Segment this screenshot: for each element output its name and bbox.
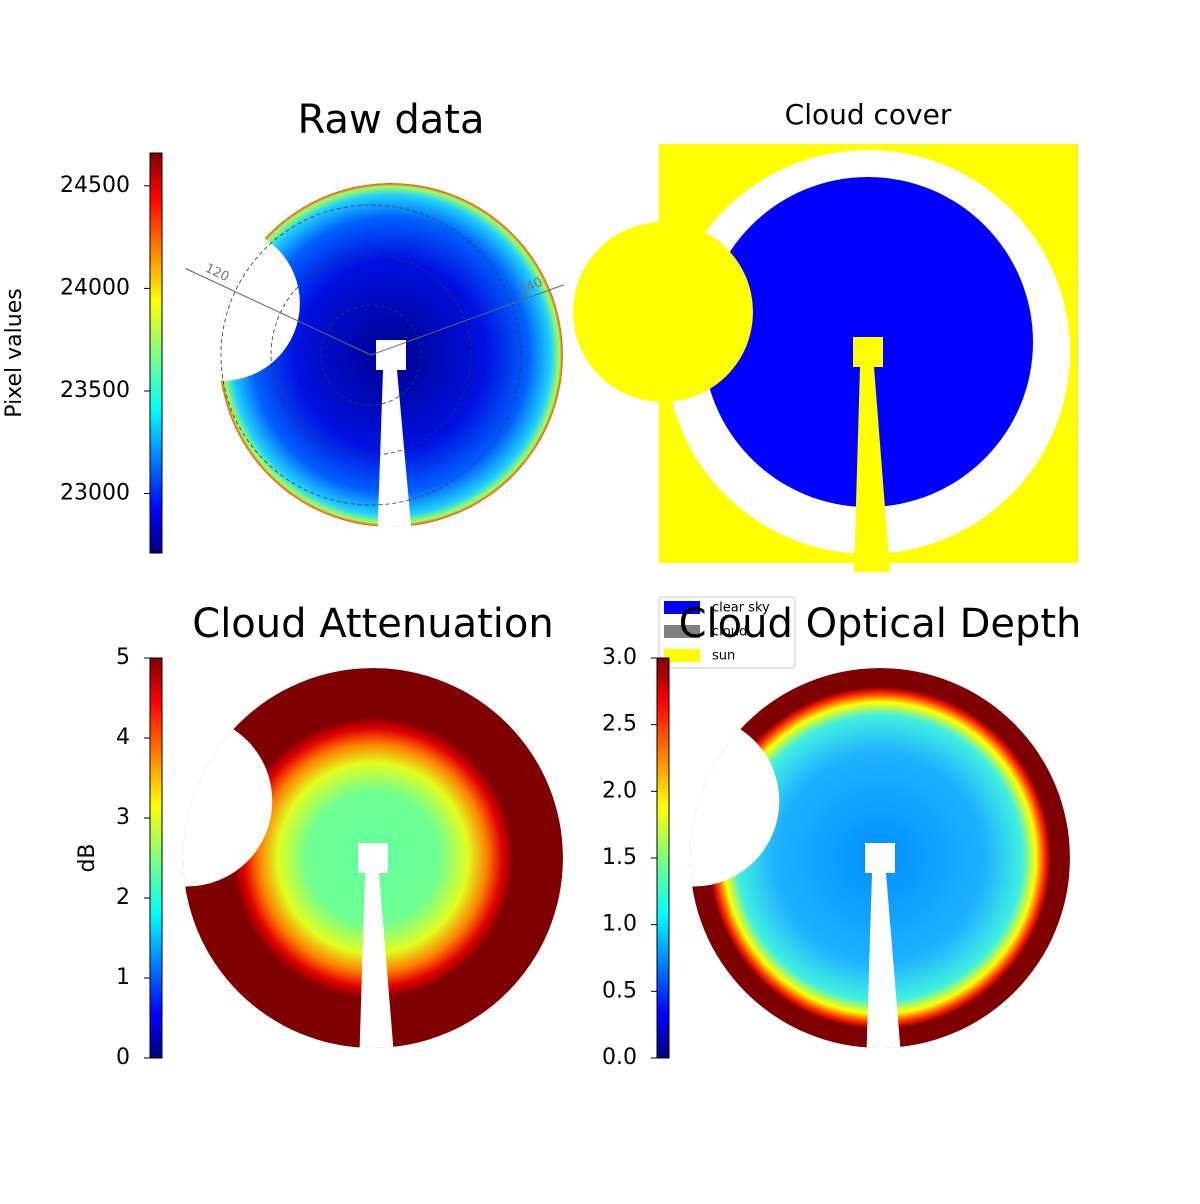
sky-image bbox=[185, 183, 563, 527]
y-tick-label: 23500 bbox=[60, 378, 130, 403]
y-tick-label: 2.0 bbox=[602, 778, 637, 803]
y-tick-label: 4 bbox=[116, 725, 130, 750]
y-tick-label: 1 bbox=[116, 965, 130, 990]
y-tick-label: 3.0 bbox=[602, 645, 637, 670]
legend-label: clear sky bbox=[712, 601, 770, 616]
panel-title: Raw data bbox=[298, 97, 485, 143]
legend-swatch bbox=[664, 625, 700, 638]
y-tick-label: 3 bbox=[116, 805, 130, 830]
sky-image bbox=[690, 668, 1070, 1048]
panel: 0.0 0.5 1.0 1.5 2.0 2.5 3.0 bbox=[602, 645, 1070, 1070]
panel-title: Cloud cover bbox=[785, 98, 952, 131]
legend-swatch bbox=[664, 601, 700, 614]
notch bbox=[219, 226, 300, 381]
panel: 0 1 2 3 4 5 dB bbox=[75, 645, 563, 1070]
colorbar-label: Pixel values bbox=[2, 288, 27, 417]
legend-label: sun bbox=[712, 649, 735, 664]
notch bbox=[573, 222, 753, 402]
panel-title: Cloud Attenuation bbox=[192, 601, 553, 647]
y-tick-label: 0.5 bbox=[602, 978, 637, 1003]
post-arm bbox=[854, 367, 890, 572]
legend-label: cloud bbox=[712, 625, 747, 640]
polar-grid bbox=[320, 304, 422, 406]
y-tick-label: 2.5 bbox=[602, 712, 637, 737]
polar-spoke bbox=[184, 267, 372, 356]
y-tick-label: 5 bbox=[116, 645, 130, 670]
y-tick-label: 23000 bbox=[60, 481, 130, 506]
post-head bbox=[376, 340, 406, 370]
y-tick-label: 0.0 bbox=[602, 1045, 637, 1070]
y-tick-label: 2 bbox=[116, 885, 130, 910]
y-tick-label: 1.0 bbox=[602, 912, 637, 937]
sky-image bbox=[183, 668, 563, 1048]
colorbar bbox=[656, 657, 670, 1059]
colorbar bbox=[149, 657, 163, 1059]
polar-spoke bbox=[370, 284, 564, 356]
y-tick-label: 1.5 bbox=[602, 845, 637, 870]
cut bbox=[185, 321, 219, 373]
panel: clear sky cloud sun bbox=[573, 144, 1078, 669]
post-arm bbox=[377, 370, 413, 527]
post-arm bbox=[359, 873, 395, 1048]
y-tick-label: 24500 bbox=[60, 173, 130, 198]
panel-title: Cloud Optical Depth bbox=[679, 601, 1082, 647]
polar-label: 120 bbox=[203, 261, 232, 285]
polar-grid bbox=[270, 254, 472, 456]
y-tick-label: 24000 bbox=[60, 275, 130, 300]
post-head bbox=[358, 843, 388, 873]
polar-grid bbox=[220, 204, 522, 506]
post-head bbox=[865, 843, 895, 873]
post-arm bbox=[866, 873, 902, 1048]
colorbar-label: dB bbox=[75, 843, 100, 872]
legend-swatch bbox=[664, 649, 700, 662]
post-head bbox=[853, 337, 883, 367]
y-tick-label: 0 bbox=[116, 1045, 130, 1070]
colorbar bbox=[149, 152, 163, 554]
